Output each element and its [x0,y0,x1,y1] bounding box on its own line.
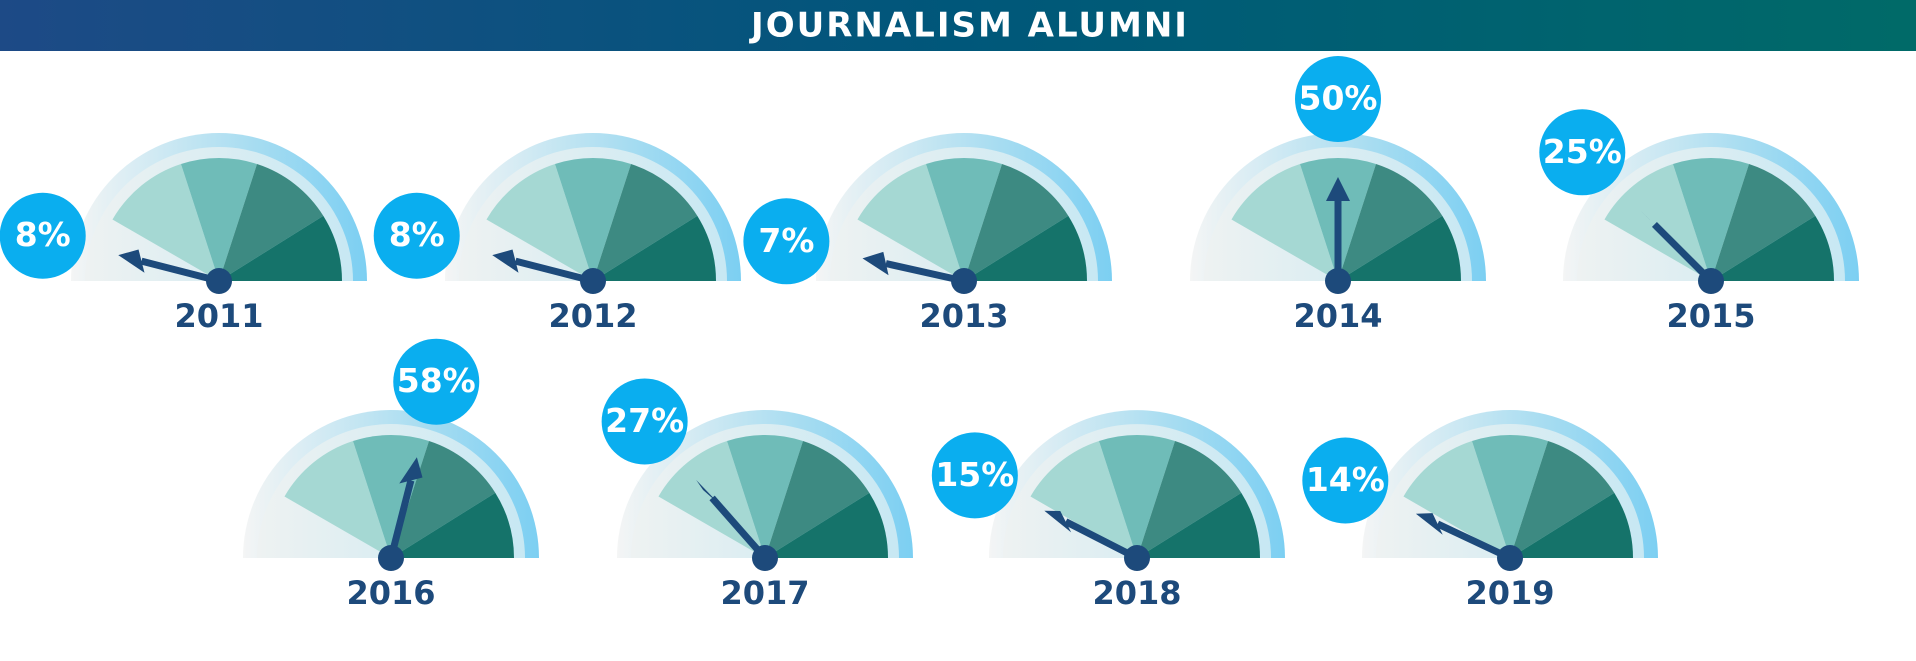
gauge-sector [1711,164,1816,281]
value-bubble [393,338,480,425]
needle-shaft [1651,221,1714,284]
needle [696,479,768,561]
needle-hub [1325,268,1351,294]
needle-shaft [387,479,415,559]
gauge-sector [391,492,514,558]
value-bubble [743,198,830,285]
value-label: 7% [758,221,814,260]
year-label: 2016 [346,574,435,612]
needle-head [1415,513,1443,535]
needle-hub [206,268,232,294]
needle-head [1326,177,1350,201]
value-label: 8% [389,215,445,254]
year-label: 2015 [1666,297,1755,335]
needle-shaft [709,495,768,561]
gauge-sector [1137,492,1260,558]
year-label: 2017 [720,574,809,612]
value-label: 8% [15,215,71,254]
year-label: 2014 [1293,297,1382,335]
gauge-sector [1137,441,1242,558]
year-label: 2012 [548,297,637,335]
year-label: 2019 [1465,574,1554,612]
value-label: 27% [605,401,684,440]
chart-title: JOURNALISM ALUMNI [749,6,1189,46]
value-label: 58% [397,361,476,400]
gauge-sector [1030,441,1137,558]
gauge-sector [486,164,593,281]
needle [492,249,594,285]
needle [1637,207,1714,284]
needle-head [492,249,519,273]
gauge-sector [925,158,1003,281]
value-label: 14% [1306,460,1385,499]
needle-head [862,251,889,276]
value-bubble [1539,109,1626,196]
gauge-sector [1231,164,1338,281]
gauge-sector [1098,435,1176,558]
gauge-sector [219,164,324,281]
needle [1044,510,1139,562]
gauge-sector [180,158,258,281]
gauge-sector [593,164,698,281]
value-bubble [1295,56,1381,142]
needle [1415,513,1512,562]
needle-head [1637,207,1663,233]
needle-head [696,479,722,506]
gauge-sector [726,434,804,558]
year-label: 2011 [174,297,263,335]
gauge-sector [1711,215,1834,281]
gauge-sector [1471,435,1549,558]
needle [118,249,220,285]
needle-hub [752,545,778,571]
gauge-sector [857,164,964,281]
value-bubble [601,378,688,465]
year-label: 2018 [1092,574,1181,612]
needle-hub [1497,545,1523,571]
gauge-sector [1338,164,1443,281]
gauge-sector [1338,215,1461,281]
needle [862,251,965,285]
value-bubble [931,432,1018,519]
needle-shaft [1436,520,1512,562]
needle-shaft [514,257,594,285]
needle-hub [951,268,977,294]
needle-head [1044,510,1072,533]
year-label: 2013 [919,297,1008,335]
gauge-sector [554,158,632,281]
gauge-sector [1510,441,1615,558]
needle-hub [1698,268,1724,294]
gauge-sector [964,164,1069,281]
gauge-sector [1403,441,1510,558]
gauge-sector [1510,492,1633,558]
header-bar [0,0,1916,51]
needle-hub [1124,545,1150,571]
value-bubble [1302,437,1389,524]
needle-hub [378,545,404,571]
gauge-sector [765,441,870,558]
needle-shaft [140,257,220,285]
needle-head [118,249,145,273]
needle-head [399,457,423,484]
needle-shaft [1064,518,1139,562]
needle-hub [580,268,606,294]
needle-shaft [885,260,965,285]
gauge-sector [352,434,430,558]
needle [1326,177,1350,281]
value-label: 25% [1543,132,1622,171]
gauge-sector [1672,158,1750,281]
gauge-sector [219,215,342,281]
gauge-sector [112,164,219,281]
gauge-sector [765,492,888,558]
gauge-sector [284,441,391,558]
value-label: 50% [1299,79,1378,118]
value-bubble [373,192,460,279]
value-label: 15% [935,455,1014,494]
gauge-sector [391,441,496,558]
gauge-sector [593,215,716,281]
value-bubble [0,192,86,279]
needle [387,457,423,559]
gauge-sector [964,215,1087,281]
